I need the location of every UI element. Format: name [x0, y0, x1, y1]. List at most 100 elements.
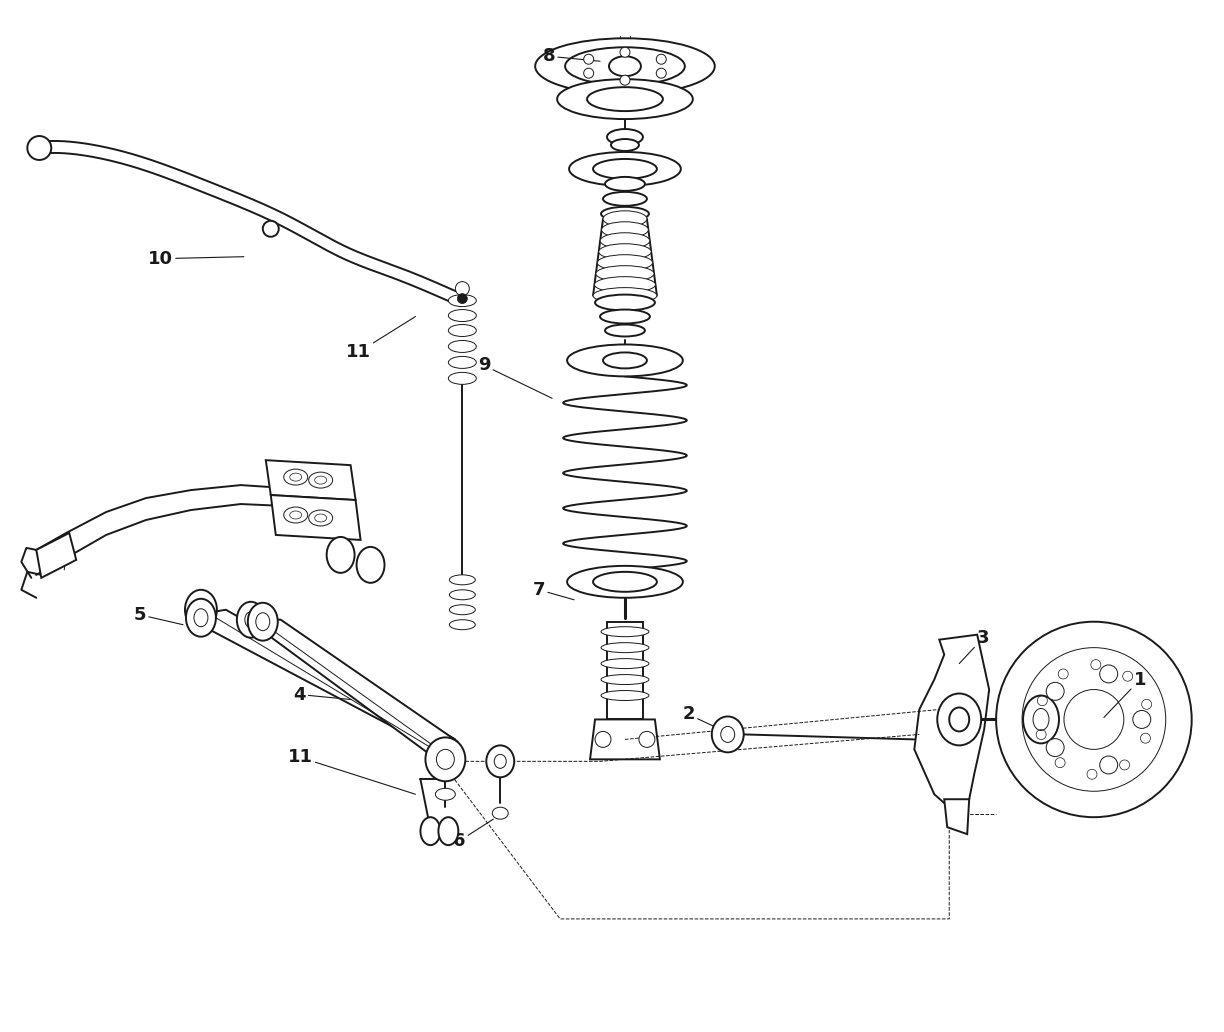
Ellipse shape [308, 510, 333, 526]
Circle shape [1099, 756, 1118, 774]
Ellipse shape [449, 590, 475, 600]
Text: 5: 5 [133, 606, 182, 624]
Polygon shape [266, 460, 356, 501]
Ellipse shape [607, 129, 643, 146]
Circle shape [458, 293, 468, 303]
Ellipse shape [448, 356, 476, 368]
Ellipse shape [186, 599, 215, 637]
Ellipse shape [486, 745, 514, 777]
Circle shape [584, 55, 594, 64]
Ellipse shape [448, 341, 476, 353]
Text: 7: 7 [532, 581, 574, 600]
Ellipse shape [449, 620, 475, 630]
Ellipse shape [599, 244, 651, 260]
Ellipse shape [601, 658, 649, 669]
Ellipse shape [185, 590, 217, 630]
Ellipse shape [611, 139, 639, 151]
Ellipse shape [449, 575, 475, 585]
Ellipse shape [557, 79, 693, 119]
Circle shape [996, 621, 1192, 817]
Ellipse shape [284, 507, 307, 523]
Text: 4: 4 [294, 685, 350, 704]
Ellipse shape [449, 605, 475, 615]
Ellipse shape [448, 310, 476, 322]
Text: 11: 11 [345, 317, 415, 361]
Ellipse shape [588, 87, 663, 111]
Ellipse shape [327, 537, 355, 573]
Ellipse shape [610, 56, 641, 76]
Circle shape [1133, 710, 1151, 729]
Circle shape [656, 68, 666, 78]
Polygon shape [607, 621, 643, 719]
Ellipse shape [600, 310, 650, 323]
Text: 2: 2 [682, 706, 727, 733]
Circle shape [595, 732, 611, 747]
Text: 9: 9 [477, 356, 552, 398]
Ellipse shape [712, 716, 744, 752]
Circle shape [1064, 689, 1124, 749]
Circle shape [263, 221, 279, 236]
Text: 6: 6 [453, 819, 493, 850]
Ellipse shape [448, 373, 476, 384]
Circle shape [639, 732, 655, 747]
Ellipse shape [567, 345, 683, 377]
Circle shape [1047, 682, 1064, 701]
Ellipse shape [596, 265, 654, 282]
Ellipse shape [569, 152, 681, 186]
Circle shape [656, 55, 666, 64]
Ellipse shape [284, 470, 307, 485]
Ellipse shape [237, 602, 264, 638]
Polygon shape [914, 635, 989, 809]
Polygon shape [251, 618, 458, 768]
Ellipse shape [420, 817, 441, 845]
Ellipse shape [601, 206, 649, 221]
Ellipse shape [601, 626, 649, 637]
Ellipse shape [603, 211, 647, 227]
Ellipse shape [601, 690, 649, 701]
Ellipse shape [308, 472, 333, 488]
Ellipse shape [448, 294, 476, 307]
Polygon shape [590, 719, 660, 760]
Ellipse shape [426, 738, 465, 781]
Ellipse shape [595, 277, 656, 293]
Ellipse shape [603, 192, 647, 205]
Text: 10: 10 [148, 250, 244, 267]
Ellipse shape [595, 294, 655, 311]
Polygon shape [271, 495, 361, 540]
Text: 1: 1 [1104, 671, 1147, 717]
Ellipse shape [567, 566, 683, 598]
Ellipse shape [356, 547, 384, 583]
Ellipse shape [1023, 696, 1059, 743]
Ellipse shape [436, 788, 455, 800]
Circle shape [27, 136, 51, 160]
Circle shape [1047, 739, 1064, 756]
Polygon shape [196, 610, 455, 749]
Ellipse shape [938, 694, 982, 745]
Polygon shape [37, 533, 76, 578]
Circle shape [1099, 665, 1118, 683]
Circle shape [621, 47, 630, 57]
Ellipse shape [597, 255, 652, 270]
Ellipse shape [600, 233, 650, 249]
Circle shape [455, 282, 469, 295]
Circle shape [621, 75, 630, 86]
Text: 3: 3 [960, 628, 990, 664]
Ellipse shape [594, 288, 657, 303]
Ellipse shape [535, 38, 715, 94]
Ellipse shape [605, 176, 645, 191]
Ellipse shape [601, 222, 649, 237]
Ellipse shape [247, 603, 278, 641]
Ellipse shape [438, 817, 458, 845]
Ellipse shape [492, 807, 508, 819]
Polygon shape [1004, 678, 1040, 741]
Polygon shape [944, 799, 969, 834]
Ellipse shape [601, 643, 649, 652]
Text: 8: 8 [542, 47, 600, 65]
Ellipse shape [605, 324, 645, 336]
Ellipse shape [950, 708, 969, 732]
Text: 11: 11 [288, 748, 415, 795]
Ellipse shape [448, 324, 476, 336]
Ellipse shape [601, 675, 649, 684]
Circle shape [584, 68, 594, 78]
Ellipse shape [1033, 709, 1049, 731]
